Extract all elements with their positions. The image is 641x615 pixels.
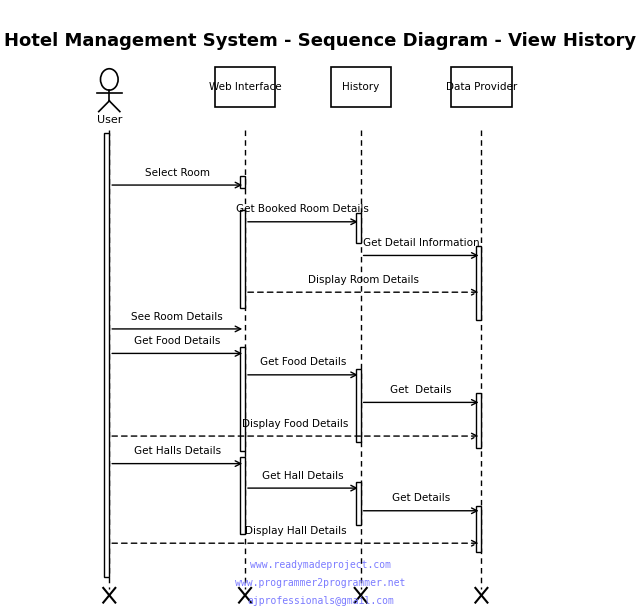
- Bar: [356, 213, 361, 243]
- Text: Display Hall Details: Display Hall Details: [245, 526, 346, 536]
- Text: Display Food Details: Display Food Details: [242, 419, 349, 429]
- Text: www.readymadeproject.com: www.readymadeproject.com: [250, 560, 391, 569]
- Text: Select Room: Select Room: [145, 168, 210, 178]
- FancyBboxPatch shape: [331, 67, 391, 107]
- Text: Get Food Details: Get Food Details: [260, 357, 346, 368]
- Bar: [240, 176, 245, 188]
- Text: ajprofessionals@gmail.com: ajprofessionals@gmail.com: [247, 597, 394, 606]
- Text: Get  Details: Get Details: [390, 385, 452, 395]
- Text: See Room Details: See Room Details: [131, 312, 223, 322]
- FancyBboxPatch shape: [451, 67, 512, 107]
- Bar: [476, 246, 481, 320]
- Text: Get Detail Information: Get Detail Information: [363, 238, 479, 248]
- Bar: [240, 347, 245, 451]
- Text: Data Provider: Data Provider: [445, 82, 517, 92]
- Text: Hotel Management System - Sequence Diagram - View History: Hotel Management System - Sequence Diagr…: [4, 32, 637, 50]
- Bar: [476, 507, 481, 552]
- Text: www.programmer2programmer.net: www.programmer2programmer.net: [235, 578, 406, 588]
- Text: History: History: [342, 82, 379, 92]
- Text: Get Booked Room Details: Get Booked Room Details: [237, 204, 369, 215]
- Text: Get Halls Details: Get Halls Details: [133, 446, 221, 456]
- Text: Get Hall Details: Get Hall Details: [262, 470, 344, 481]
- Text: Web Interface: Web Interface: [209, 82, 281, 92]
- FancyBboxPatch shape: [215, 67, 275, 107]
- Bar: [356, 369, 361, 442]
- Text: User: User: [97, 114, 122, 125]
- Text: Display Room Details: Display Room Details: [308, 275, 419, 285]
- Text: Get Details: Get Details: [392, 493, 450, 504]
- Text: Get Food Details: Get Food Details: [134, 336, 221, 346]
- Bar: [240, 458, 245, 534]
- Bar: [240, 210, 245, 308]
- Bar: [476, 393, 481, 448]
- Bar: [104, 133, 110, 577]
- Bar: [356, 482, 361, 525]
